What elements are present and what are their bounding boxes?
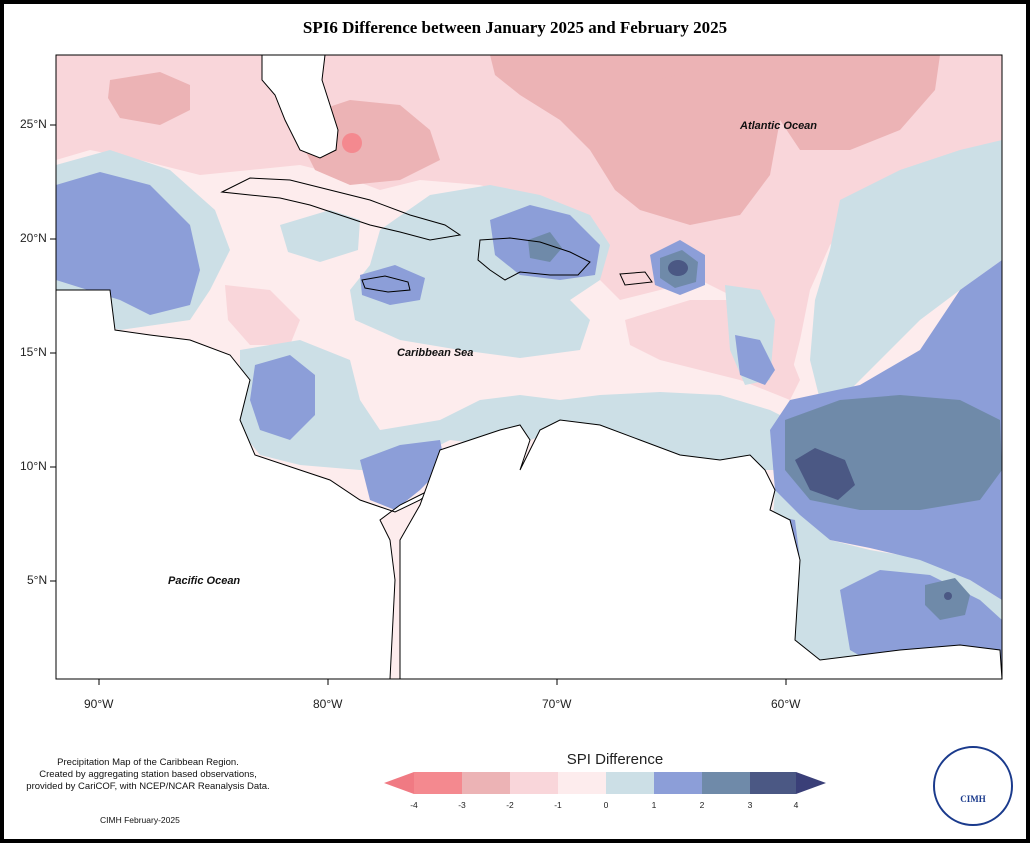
field-pos0-cuba-west: [280, 210, 360, 262]
lat-tick-20n: 20°N: [20, 231, 47, 245]
lat-tick-25n: 25°N: [20, 117, 47, 131]
legend-tick-neg2: -2: [506, 800, 514, 810]
field-pos1-honduras: [250, 355, 315, 440]
colorbar-bin-5: [606, 772, 654, 794]
logo-text: CIMH: [960, 794, 986, 804]
label-pacific-ocean: Pacific Ocean: [168, 575, 241, 587]
field-neg1-west: [225, 285, 300, 345]
lon-tick-80w: 80°W: [313, 697, 343, 711]
note-line-1: Precipitation Map of the Caribbean Regio…: [57, 757, 239, 768]
map-title: SPI6 Difference between January 2025 and…: [302, 18, 728, 37]
legend-tick-4: 4: [793, 800, 799, 810]
axis-ticks: [50, 124, 787, 685]
lat-tick-15n: 15°N: [20, 345, 47, 359]
cimh-logo: CIMH: [933, 746, 1013, 826]
field-pos1-antilles: [735, 335, 775, 385]
colorbar-bin-2: [462, 772, 510, 794]
field-pos0-atlantic-east: [810, 140, 1002, 400]
colorbar-bin-7: [702, 772, 750, 794]
colorbar-bin-8: [750, 772, 796, 794]
land-puerto-rico: [619, 271, 653, 286]
legend-tick-3: 3: [747, 800, 753, 810]
spi-field: [56, 55, 1002, 679]
legend-tick-1: 1: [651, 800, 657, 810]
map-border: [55, 54, 1003, 680]
legend-title: SPI Difference: [566, 751, 664, 768]
colorbar-bin-3: [510, 772, 558, 794]
field-pos1-panama: [360, 440, 445, 510]
colorbar-bin-6: [654, 772, 702, 794]
field-neg2-gulf: [108, 72, 190, 125]
land-cuba: [220, 177, 462, 241]
label-caribbean-sea: Caribbean Sea: [397, 347, 474, 359]
legend-tick-neg1: -1: [554, 800, 562, 810]
field-pos3-guiana: [944, 592, 952, 600]
field-pos1-jamaica: [360, 265, 425, 305]
land-jamaica: [361, 275, 411, 293]
legend-tick-neg3: -3: [458, 800, 466, 810]
field-neg3-bahamas: [342, 133, 362, 153]
lat-tick-5n: 5°N: [27, 573, 48, 587]
colorbar: [384, 772, 826, 794]
lon-tick-90w: 90°W: [84, 697, 114, 711]
lon-tick-60w: 60°W: [771, 697, 801, 711]
lon-tick-70w: 70°W: [542, 697, 572, 711]
label-atlantic-ocean: Atlantic Ocean: [740, 120, 818, 132]
note-line-2: Created by aggregating station based obs…: [39, 769, 257, 780]
field-pos3-atlantic: [795, 448, 855, 500]
lat-tick-10n: 10°N: [20, 459, 47, 473]
field-neg2-atlantic: [490, 55, 940, 225]
colorbar-bin-4: [558, 772, 606, 794]
legend-tick-0: 0: [603, 800, 609, 810]
colorbar-bin-1: [414, 772, 462, 794]
legend-tick-2: 2: [699, 800, 705, 810]
land-florida: [261, 55, 339, 159]
data-source-note: Precipitation Map of the Caribbean Regio…: [8, 757, 288, 793]
credit-text: CIMH February-2025: [100, 815, 180, 825]
field-neg2-ne: [655, 70, 720, 110]
land-central-america: [56, 289, 441, 679]
field-pos0-south: [240, 340, 790, 470]
field-pos2-hisp: [528, 232, 562, 262]
legend-tick-neg4: -4: [410, 800, 418, 810]
land-south-america: [399, 419, 1002, 679]
note-line-3: provided by CariCOF, with NCEP/NCAR Rean…: [26, 781, 270, 792]
colorbar-low-arrow: [384, 772, 414, 794]
colorbar-high-arrow: [796, 772, 826, 794]
land-hispaniola: [477, 237, 591, 281]
field-pos3-pr: [668, 260, 688, 276]
field-pos1-yucatan: [56, 172, 200, 315]
